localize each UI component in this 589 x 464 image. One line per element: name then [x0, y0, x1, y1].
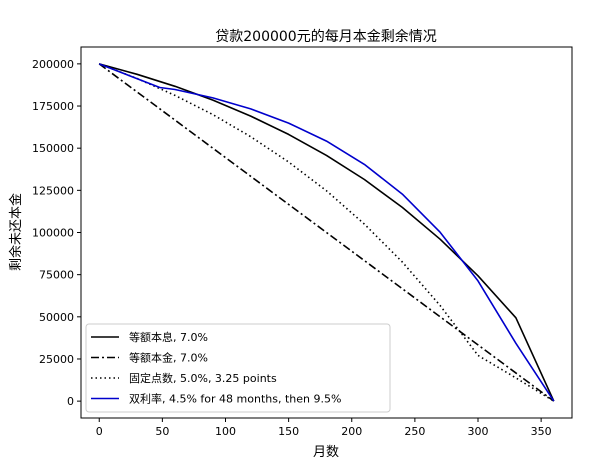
x-tick-label: 150 [278, 425, 299, 438]
y-tick-label: 125000 [32, 184, 74, 197]
legend-box [85, 323, 391, 413]
series-line-3 [98, 63, 555, 402]
y-tick-label: 0 [67, 395, 74, 408]
x-tick-label: 0 [96, 425, 103, 438]
legend-label: 固定点数, 5.0%, 3.25 points [129, 371, 277, 385]
x-axis: 0 50 100 150 200 250 300 350 [96, 418, 552, 438]
legend-label: 等额本金, 7.0% [129, 351, 208, 365]
legend: 等额本息, 7.0% 等额本金, 7.0% 固定点数, 5.0%, 3.25 poi… [85, 323, 391, 413]
y-tick-label: 25000 [39, 353, 74, 366]
y-tick-label: 150000 [32, 142, 74, 155]
x-tick-label: 250 [404, 425, 425, 438]
x-axis-label: 月数 [313, 445, 339, 460]
x-tick-label: 350 [531, 425, 552, 438]
legend-label: 双利率, 4.5% for 48 months, then 9.5% [129, 392, 341, 406]
chart-title: 贷款200000元的每月本金剩余情况 [215, 28, 436, 45]
series-line-4 [98, 63, 555, 402]
y-axis: 0 25000 50000 75000 100000 125000 150000 175000… [32, 58, 81, 408]
y-tick-label: 75000 [39, 269, 74, 282]
x-tick-label: 100 [215, 425, 236, 438]
y-tick-label: 100000 [32, 227, 74, 240]
y-tick-label: 50000 [39, 311, 74, 324]
series-line-1 [98, 63, 555, 402]
y-axis-label: 剩余未还本金 [8, 193, 24, 271]
y-tick-label: 200000 [32, 58, 74, 71]
series-line-2 [98, 63, 555, 402]
x-tick-label: 300 [468, 425, 489, 438]
series-layer [98, 63, 555, 402]
y-tick-label: 175000 [32, 100, 74, 113]
x-tick-label: 50 [155, 425, 169, 438]
x-tick-label: 200 [341, 425, 362, 438]
legend-label: 等额本息, 7.0% [129, 330, 208, 344]
